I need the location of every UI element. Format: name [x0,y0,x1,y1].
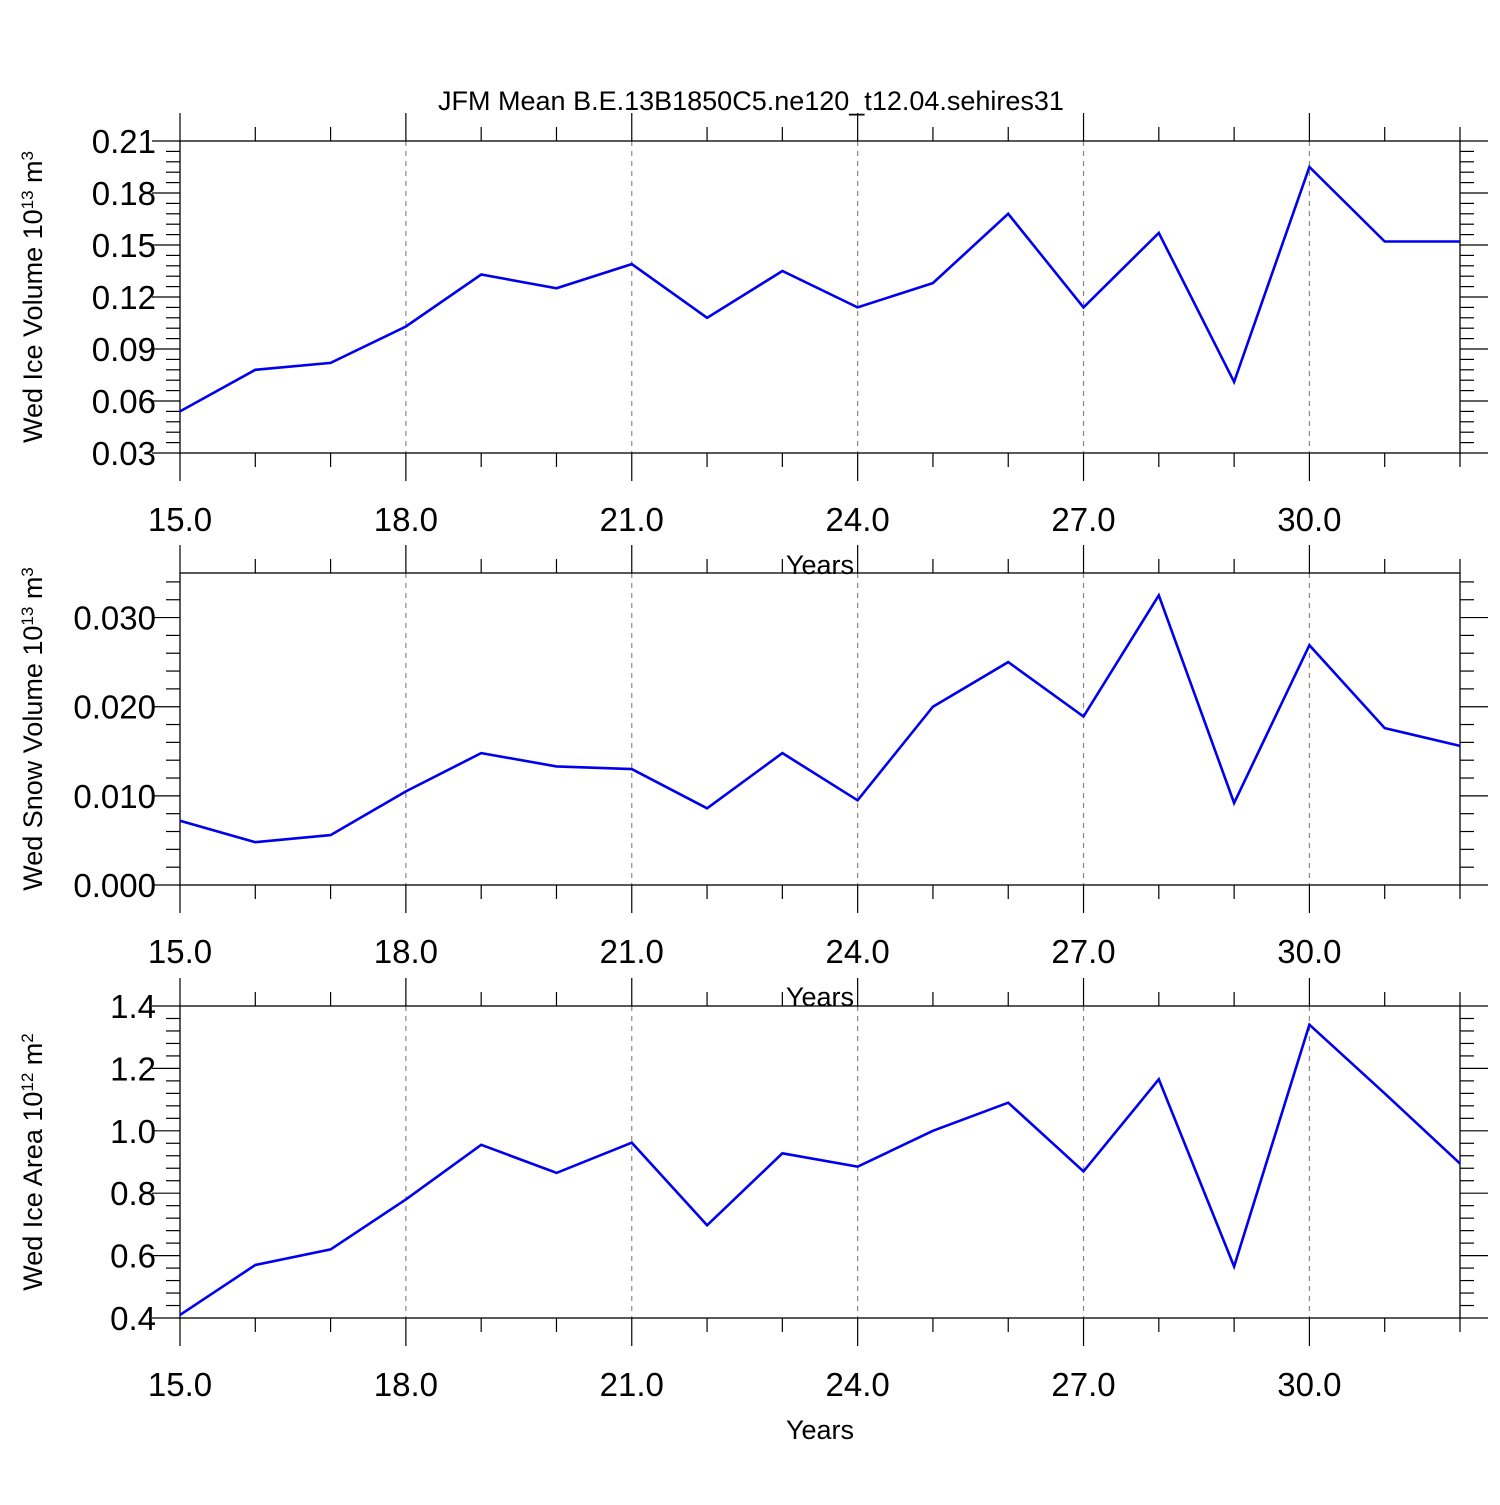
x-tick-label: 15.0 [148,501,212,538]
series-line [179,592,1461,844]
y-axis-label-superscript: 12 [18,1073,37,1092]
y-axis-label-part: m [18,160,48,190]
x-tick-label: 30.0 [1277,501,1341,538]
y-axis-label-part: Wed Ice Volume 10 [18,209,48,443]
plot-frame [179,572,1461,886]
x-tick-label: 18.0 [374,1366,438,1403]
x-axis-label: Years [786,550,854,580]
y-axis-label-superscript: 3 [18,151,37,160]
x-tick-label: 30.0 [1277,933,1341,970]
y-tick-label: 1.4 [110,988,156,1025]
x-tick-label: 27.0 [1051,1366,1115,1403]
y-tick-label: 0.010 [73,778,156,815]
y-axis-label-part: m [18,577,48,607]
y-axis-label-superscript: 13 [18,190,37,209]
y-tick-label: 0.21 [92,123,156,160]
x-tick-label: 21.0 [600,501,664,538]
y-axis-label-superscript: 3 [18,567,37,576]
y-axis-label-part: Wed Ice Area 10 [18,1092,48,1291]
y-tick-label: 0.06 [92,383,156,420]
chart-panel-3: 15.0 18.0 21.0 24.0 27.0 30.0 0.4 0.6 0.8 1.0 1.2 1… [18,978,1488,1445]
y-axis-label-superscript: 13 [18,607,37,626]
y-tick-label: 0.09 [92,331,156,368]
series-line [179,1022,1461,1316]
x-tick-label: 24.0 [826,1366,890,1403]
x-tick-label: 21.0 [600,933,664,970]
y-axis-label-part: Wed Snow Volume 10 [18,626,48,891]
y-axis-label: Wed Ice Area 1012 m2 [18,1033,48,1291]
x-tick-label: 27.0 [1051,501,1115,538]
y-tick-label: 0.020 [73,689,156,726]
chart-panel-2: 15.0 18.0 21.0 24.0 27.0 30.0 0.000 0.010 0.020 0… [18,545,1488,1012]
y-axis-label: Wed Snow Volume 1013 m3 [18,567,48,891]
chart-title: JFM Mean B.E.13B1850C5.ne120_t12.04.sehi… [438,86,1064,116]
x-tick-label: 27.0 [1051,933,1115,970]
y-tick-label: 0.12 [92,279,156,316]
y-tick-label: 0.030 [73,600,156,637]
y-tick-label: 0.4 [110,1300,156,1337]
x-tick-label: 18.0 [374,933,438,970]
y-tick-label: 0.6 [110,1238,156,1275]
x-tick-label: 24.0 [826,501,890,538]
x-tick-label: 15.0 [148,933,212,970]
series-line [179,164,1460,413]
y-axis-label: Wed Ice Volume 1013 m3 [18,151,48,443]
chart-panel-1: 15.0 18.0 21.0 24.0 27.0 30.0 0.03 0.06 0.09 0.12… [18,113,1488,580]
y-tick-label: 0.15 [92,227,156,264]
y-axis-label-superscript: 2 [18,1033,37,1042]
chart-panels: 15.0 18.0 21.0 24.0 27.0 30.00.030.060.090.12… [18,113,1488,1445]
y-tick-label: 0.000 [73,867,156,904]
y-tick-label: 0.03 [92,435,156,472]
y-tick-label: 0.18 [92,175,156,212]
x-tick-label: 24.0 [826,933,890,970]
y-tick-label: 0.8 [110,1175,156,1212]
plot-frame [179,140,1461,454]
y-axis-label-part: m [18,1043,48,1073]
x-tick-label: 18.0 [374,501,438,538]
x-tick-label: 15.0 [148,1366,212,1403]
x-tick-label: 21.0 [600,1366,664,1403]
y-tick-label: 1.2 [110,1050,156,1087]
x-axis-label: Years [786,1415,854,1445]
x-axis-label: Years [786,982,854,1012]
y-tick-label: 1.0 [110,1113,156,1150]
x-tick-label: 30.0 [1277,1366,1341,1403]
